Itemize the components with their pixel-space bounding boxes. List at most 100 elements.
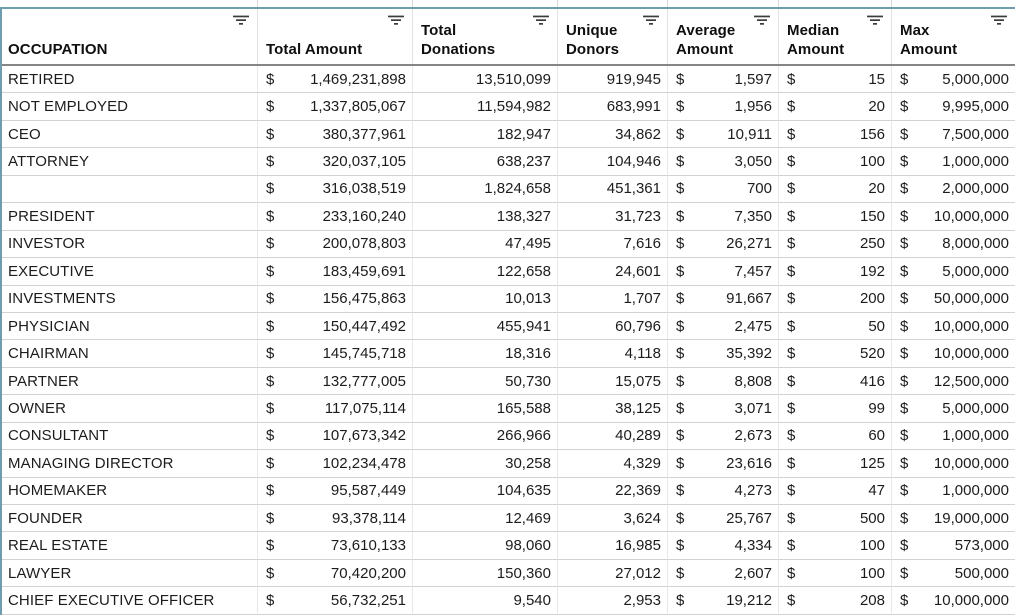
cell-unique-donors[interactable]: 3,624 — [558, 505, 668, 533]
cell-median-amount[interactable]: $192 — [779, 258, 892, 286]
header-cell-median-amount[interactable]: Median Amount — [779, 9, 892, 64]
cell-median-amount[interactable]: $100 — [779, 532, 892, 560]
cell-total-donations[interactable]: 47,495 — [413, 230, 558, 259]
cell-total-amount[interactable]: $70,420,200 — [258, 559, 413, 588]
cell-unique-donors[interactable]: 451,361 — [558, 175, 668, 204]
cell-total-donations[interactable]: 50,730 — [413, 367, 558, 396]
cell-median-amount[interactable]: $150 — [779, 203, 892, 231]
cell-unique-donors[interactable]: 15,075 — [558, 367, 668, 396]
cell-max-amount[interactable]: $1,000,000 — [892, 477, 1015, 505]
cell-max-amount[interactable]: $1,000,000 — [892, 148, 1015, 176]
cell-total-donations[interactable]: 104,635 — [413, 477, 558, 505]
cell-unique-donors[interactable]: 7,616 — [558, 230, 668, 259]
cell-unique-donors[interactable]: 24,601 — [558, 258, 668, 286]
cell-total-donations[interactable]: 12,469 — [413, 505, 558, 533]
cell-median-amount[interactable]: $20 — [779, 175, 892, 204]
cell-max-amount[interactable]: $1,000,000 — [892, 422, 1015, 451]
cell-max-amount[interactable]: $10,000,000 — [892, 203, 1015, 231]
cell-total-amount[interactable]: $380,377,961 — [258, 120, 413, 149]
cell-occupation[interactable]: PARTNER — [0, 367, 258, 396]
cell-total-donations[interactable]: 30,258 — [413, 450, 558, 478]
cell-total-donations[interactable]: 138,327 — [413, 203, 558, 231]
cell-total-amount[interactable]: $183,459,691 — [258, 258, 413, 286]
filter-icon[interactable] — [532, 14, 549, 26]
cell-unique-donors[interactable]: 16,985 — [558, 532, 668, 560]
cell-max-amount[interactable]: $10,000,000 — [892, 450, 1015, 478]
cell-total-amount[interactable]: $102,234,478 — [258, 450, 413, 478]
cell-total-donations[interactable]: 165,588 — [413, 395, 558, 423]
cell-total-amount[interactable]: $95,587,449 — [258, 477, 413, 505]
cell-max-amount[interactable]: $2,000,000 — [892, 175, 1015, 204]
cell-average-amount[interactable]: $3,071 — [668, 395, 779, 423]
cell-unique-donors[interactable]: 34,862 — [558, 120, 668, 149]
cell-average-amount[interactable]: $23,616 — [668, 450, 779, 478]
cell-total-donations[interactable]: 18,316 — [413, 340, 558, 368]
cell-unique-donors[interactable]: 4,329 — [558, 450, 668, 478]
cell-occupation[interactable]: FOUNDER — [0, 505, 258, 533]
cell-average-amount[interactable]: $3,050 — [668, 148, 779, 176]
cell-average-amount[interactable]: $26,271 — [668, 230, 779, 259]
cell-total-donations[interactable]: 455,941 — [413, 312, 558, 341]
filter-icon[interactable] — [642, 14, 659, 26]
cell-max-amount[interactable]: $5,000,000 — [892, 66, 1015, 94]
cell-median-amount[interactable]: $208 — [779, 587, 892, 615]
cell-occupation[interactable]: INVESTOR — [0, 230, 258, 259]
cell-total-donations[interactable]: 150,360 — [413, 559, 558, 588]
filter-icon[interactable] — [232, 14, 249, 26]
cell-occupation[interactable]: MANAGING DIRECTOR — [0, 450, 258, 478]
cell-unique-donors[interactable]: 22,369 — [558, 477, 668, 505]
cell-total-donations[interactable]: 9,540 — [413, 587, 558, 615]
cell-median-amount[interactable]: $250 — [779, 230, 892, 259]
cell-total-amount[interactable]: $145,745,718 — [258, 340, 413, 368]
cell-median-amount[interactable]: $125 — [779, 450, 892, 478]
cell-max-amount[interactable]: $50,000,000 — [892, 285, 1015, 313]
cell-average-amount[interactable]: $2,673 — [668, 422, 779, 451]
cell-occupation[interactable]: EXECUTIVE — [0, 258, 258, 286]
cell-average-amount[interactable]: $25,767 — [668, 505, 779, 533]
cell-occupation[interactable]: NOT EMPLOYED — [0, 93, 258, 121]
cell-total-donations[interactable]: 122,658 — [413, 258, 558, 286]
cell-unique-donors[interactable]: 1,707 — [558, 285, 668, 313]
cell-total-amount[interactable]: $1,337,805,067 — [258, 93, 413, 121]
cell-average-amount[interactable]: $7,457 — [668, 258, 779, 286]
cell-unique-donors[interactable]: 40,289 — [558, 422, 668, 451]
cell-median-amount[interactable]: $99 — [779, 395, 892, 423]
cell-total-amount[interactable]: $320,037,105 — [258, 148, 413, 176]
cell-max-amount[interactable]: $10,000,000 — [892, 340, 1015, 368]
cell-average-amount[interactable]: $2,607 — [668, 559, 779, 588]
cell-median-amount[interactable]: $520 — [779, 340, 892, 368]
cell-total-amount[interactable]: $107,673,342 — [258, 422, 413, 451]
cell-occupation[interactable]: ATTORNEY — [0, 148, 258, 176]
cell-occupation[interactable]: PRESIDENT — [0, 203, 258, 231]
cell-max-amount[interactable]: $5,000,000 — [892, 395, 1015, 423]
cell-average-amount[interactable]: $7,350 — [668, 203, 779, 231]
cell-max-amount[interactable]: $5,000,000 — [892, 258, 1015, 286]
cell-occupation[interactable]: CHAIRMAN — [0, 340, 258, 368]
cell-max-amount[interactable]: $10,000,000 — [892, 587, 1015, 615]
header-cell-occupation[interactable]: OCCUPATION — [0, 9, 258, 64]
cell-total-amount[interactable]: $73,610,133 — [258, 532, 413, 560]
cell-average-amount[interactable]: $8,808 — [668, 367, 779, 396]
cell-occupation[interactable]: LAWYER — [0, 559, 258, 588]
cell-total-amount[interactable]: $117,075,114 — [258, 395, 413, 423]
cell-average-amount[interactable]: $1,956 — [668, 93, 779, 121]
cell-average-amount[interactable]: $4,334 — [668, 532, 779, 560]
cell-total-donations[interactable]: 11,594,982 — [413, 93, 558, 121]
cell-total-amount[interactable]: $132,777,005 — [258, 367, 413, 396]
cell-unique-donors[interactable]: 31,723 — [558, 203, 668, 231]
filter-icon[interactable] — [866, 14, 883, 26]
cell-median-amount[interactable]: $200 — [779, 285, 892, 313]
cell-total-amount[interactable]: $1,469,231,898 — [258, 66, 413, 94]
cell-total-donations[interactable]: 13,510,099 — [413, 66, 558, 94]
cell-unique-donors[interactable]: 60,796 — [558, 312, 668, 341]
cell-unique-donors[interactable]: 4,118 — [558, 340, 668, 368]
cell-max-amount[interactable]: $573,000 — [892, 532, 1015, 560]
cell-average-amount[interactable]: $35,392 — [668, 340, 779, 368]
cell-total-donations[interactable]: 638,237 — [413, 148, 558, 176]
cell-occupation[interactable]: CONSULTANT — [0, 422, 258, 451]
cell-average-amount[interactable]: $2,475 — [668, 312, 779, 341]
cell-average-amount[interactable]: $4,273 — [668, 477, 779, 505]
cell-total-amount[interactable]: $150,447,492 — [258, 312, 413, 341]
cell-average-amount[interactable]: $700 — [668, 175, 779, 204]
cell-unique-donors[interactable]: 919,945 — [558, 66, 668, 94]
